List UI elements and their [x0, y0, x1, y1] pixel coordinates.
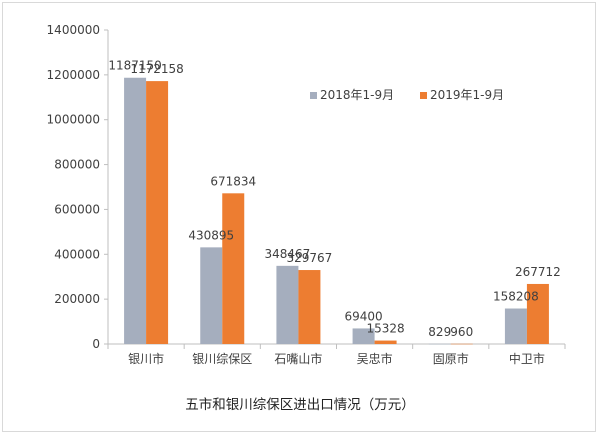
chart-frame [2, 2, 596, 432]
bar-2019 [450, 343, 473, 345]
x-category-label: 银川综保区 [192, 352, 252, 366]
x-category-labels: 银川市 银川综保区 石嘴山市 吴忠市 固原市 中卫市 [107, 344, 566, 366]
y-tick-label: 400000 [54, 247, 100, 261]
data-label: 69400 [344, 309, 382, 323]
y-tick-label: 0 [92, 337, 100, 351]
data-label: 829 [428, 325, 451, 339]
y-tick-label: 800000 [54, 158, 100, 172]
bar-2019 [374, 340, 397, 344]
x-category-label: 吴忠市 [357, 351, 393, 366]
y-tick-label: 600000 [54, 202, 100, 216]
bars [124, 77, 549, 345]
bar-2019 [298, 270, 321, 344]
data-label: 329767 [287, 251, 333, 265]
x-category-label: 石嘴山市 [274, 351, 322, 366]
y-tick-label: 1200000 [47, 68, 100, 82]
data-label: 267712 [515, 265, 561, 279]
bar-2019 [526, 283, 549, 344]
legend-label-2019: 2019年1-9月 [430, 88, 504, 102]
bar-2018 [504, 308, 527, 344]
legend-swatch-2018 [310, 92, 317, 99]
legend-swatch-2019 [420, 92, 427, 99]
legend-label-2018: 2018年1-9月 [320, 88, 394, 102]
legend: 2018年1-9月 2019年1-9月 [310, 88, 504, 102]
data-label: 1187150 [108, 59, 161, 73]
bar-2019 [222, 193, 245, 344]
data-label: 158208 [493, 290, 539, 304]
data-label: 1172158 [130, 62, 183, 76]
x-category-label: 中卫市 [509, 351, 545, 366]
chart-title: 五市和银川综保区进出口情况（万元） [185, 396, 415, 413]
bar-2018 [428, 343, 451, 345]
bar-2018 [200, 247, 223, 344]
data-label: 348467 [265, 247, 311, 261]
x-category-label: 固原市 [433, 351, 469, 366]
bar-2018 [276, 265, 299, 344]
y-tick-label: 1000000 [47, 113, 100, 127]
bar-2018 [124, 77, 147, 345]
data-label: 15328 [366, 322, 404, 336]
bar-2019 [146, 81, 169, 344]
x-category-label: 银川市 [128, 351, 164, 366]
bar-2018 [352, 328, 375, 344]
data-label: 671834 [210, 174, 256, 188]
data-label: 960 [450, 325, 473, 339]
data-label: 430895 [188, 228, 234, 242]
y-tick-labels: 0 200000 400000 600000 800000 1000000 1200000 1… [47, 23, 108, 351]
y-tick-label: 200000 [54, 292, 100, 306]
y-tick-label: 1400000 [47, 23, 100, 37]
